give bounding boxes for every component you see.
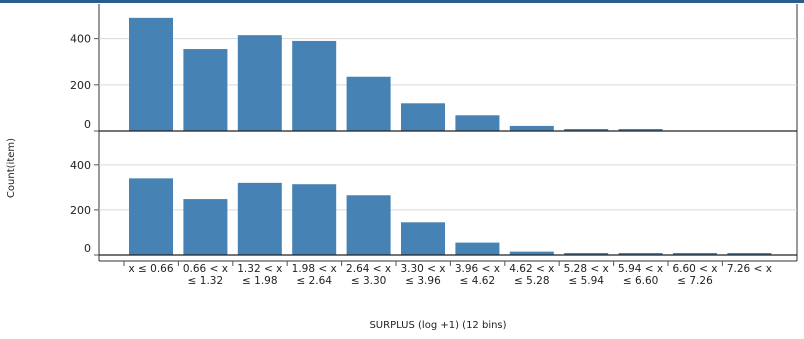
x-tick-label: 5.94 < x bbox=[618, 263, 663, 275]
y-axis-title: Count(item) bbox=[6, 138, 17, 198]
x-tick-label: ≤ 7.26 bbox=[677, 275, 713, 287]
histogram-bar bbox=[509, 251, 554, 255]
x-tick-label: 1.32 < x bbox=[237, 263, 282, 275]
histogram-bar bbox=[564, 253, 609, 255]
histogram-bar bbox=[455, 242, 500, 255]
y-tick-label: 0 bbox=[84, 242, 91, 255]
histogram-bar bbox=[401, 222, 445, 255]
x-tick-label: 2.64 < x bbox=[346, 263, 391, 275]
histogram-bar bbox=[401, 103, 445, 131]
histogram-bar bbox=[183, 49, 228, 132]
histogram-bar bbox=[237, 35, 282, 131]
histogram-bar bbox=[346, 76, 391, 131]
y-tick-label: 400 bbox=[70, 33, 91, 46]
histogram-bar bbox=[129, 17, 173, 131]
x-tick-label: ≤ 5.94 bbox=[568, 275, 604, 287]
x-tick-label: ≤ 5.28 bbox=[514, 275, 550, 287]
histogram-bar bbox=[455, 115, 500, 131]
y-tick-label: 400 bbox=[70, 159, 91, 172]
y-tick-label: 200 bbox=[70, 79, 91, 92]
x-tick-label: ≤ 3.96 bbox=[405, 275, 441, 287]
x-tick-label: ≤ 1.32 bbox=[188, 275, 224, 287]
x-tick-label: ≤ 3.30 bbox=[351, 275, 387, 287]
histogram-bar bbox=[618, 253, 663, 255]
x-axis-title: SURPLUS (log +1) (12 bins) bbox=[369, 320, 506, 331]
x-tick-label: ≤ 2.64 bbox=[296, 275, 332, 287]
x-tick-label: 3.96 < x bbox=[455, 263, 500, 275]
y-tick-label: 200 bbox=[70, 204, 91, 217]
histogram-bar bbox=[292, 184, 337, 255]
y-tick-label: 0 bbox=[84, 118, 91, 131]
histogram-bar bbox=[129, 178, 173, 255]
histogram-bar bbox=[346, 195, 391, 255]
histogram-bar bbox=[564, 129, 609, 131]
x-tick-label: 4.62 < x bbox=[509, 263, 554, 275]
x-tick-label: ≤ 4.62 bbox=[460, 275, 496, 287]
x-tick-label: 6.60 < x bbox=[672, 263, 717, 275]
x-tick-label: 1.98 < x bbox=[292, 263, 337, 275]
histogram-bar bbox=[183, 199, 228, 255]
x-tick-label: x ≤ 0.66 bbox=[128, 263, 173, 275]
x-tick-label: 3.30 < x bbox=[400, 263, 445, 275]
x-tick-label: 0.66 < x bbox=[183, 263, 228, 275]
histogram-bar bbox=[727, 253, 772, 255]
x-tick-label: ≤ 6.60 bbox=[623, 275, 659, 287]
histogram-bar bbox=[509, 125, 554, 131]
x-tick-label: ≤ 1.98 bbox=[242, 275, 278, 287]
x-tick-label: 5.28 < x bbox=[564, 263, 609, 275]
histogram-bar bbox=[673, 253, 717, 255]
histogram-bar bbox=[618, 129, 663, 131]
x-tick-label: 7.26 < x bbox=[727, 263, 772, 275]
histogram-bar bbox=[292, 40, 337, 132]
histogram-bar bbox=[237, 182, 282, 255]
